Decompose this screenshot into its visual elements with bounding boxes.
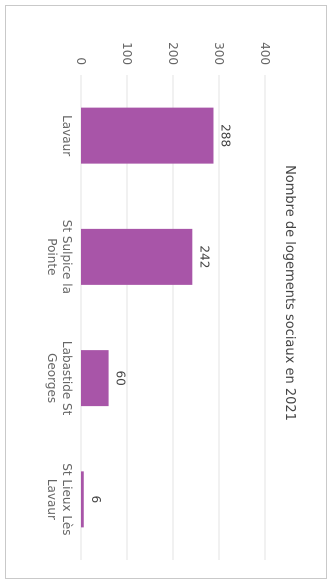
x-tick-label-line: St Lieux Lès [60,463,74,535]
bars [80,107,214,528]
x-tick-label-line: St Sulpice la [60,220,74,294]
x-tick-label-line: Pointe [45,238,59,275]
bar [81,350,109,407]
data-label: 242 [197,245,211,268]
x-tick-label-line: Lavaur [60,115,74,156]
data-label: 60 [114,370,128,385]
bar [81,228,193,285]
chart-frame [5,5,327,579]
bar [81,107,214,164]
x-axis-labels: Lavaur St Sulpice laPointe Labastide StGeo… [45,115,74,535]
y-tick-label: 200 [166,42,180,65]
x-tick-label: Lavaur [60,115,74,156]
x-tick-label-line: Labastide St [60,341,74,416]
y-tick-label: 100 [120,42,134,65]
x-tick-label-line: Lavaur [45,479,59,520]
bar [80,471,84,528]
x-tick-label: St Sulpice laPointe [45,220,74,294]
x-tick-label: St Lieux LèsLavaur [45,463,74,535]
x-tick-label-line: Georges [45,353,59,403]
x-tick-label: Labastide StGeorges [45,341,74,416]
y-tick-label: 0 [74,57,88,65]
y-tick-label: 300 [212,42,226,65]
data-label: 6 [89,496,103,504]
y-tick-label: 400 [258,42,272,65]
data-label: 288 [218,124,232,147]
y-axis-ticks: 0 100 200 300 400 [74,42,272,65]
value-labels: 288 242 60 6 [89,124,233,503]
chart-title: Nombre de logements sociaux en 2021 [282,165,297,421]
